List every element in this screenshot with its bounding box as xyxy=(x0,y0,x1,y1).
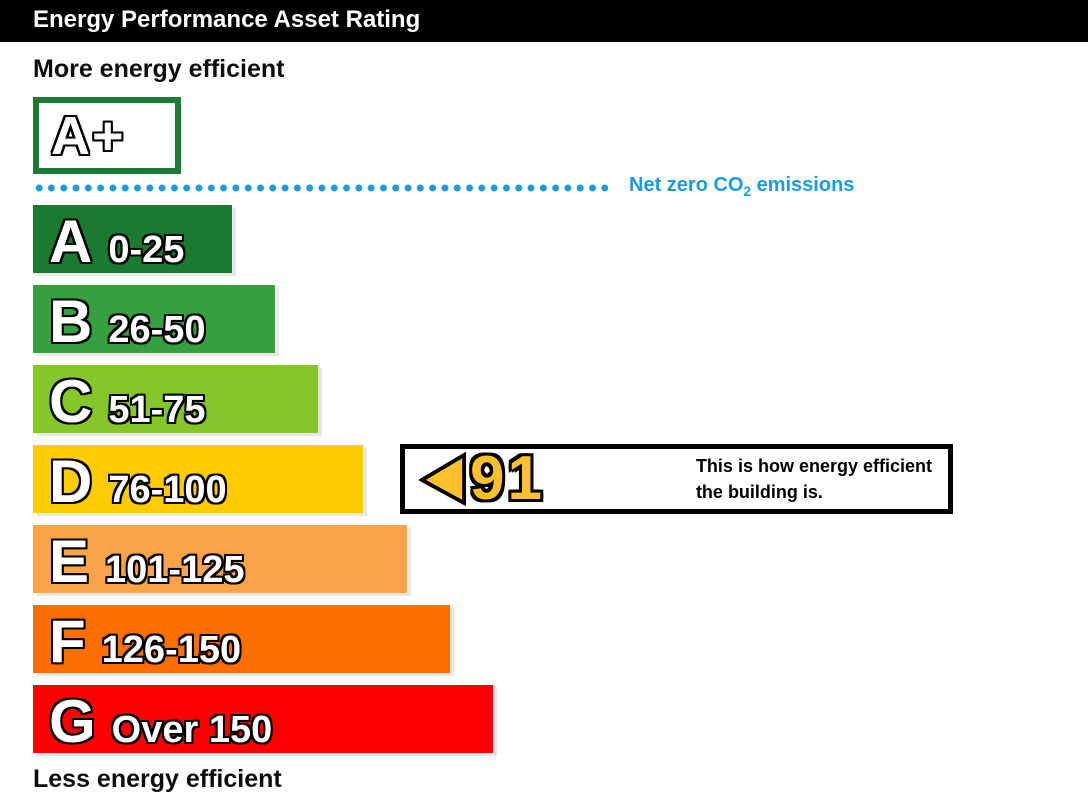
netzero-dotted-line xyxy=(33,183,611,193)
rating-value: 91 xyxy=(470,444,545,513)
rating-bands: A 0-25 B 26-50 C 51-75 D 76-100 E 101-12… xyxy=(33,205,493,765)
netzero-text-pre: Net zero CO xyxy=(629,173,744,196)
band-range-label: 76-100 xyxy=(108,469,227,511)
rating-indicator-box: 91 This is how energy efficient the buil… xyxy=(400,444,953,514)
rating-band-d: D 76-100 xyxy=(33,445,363,513)
band-range-label: 126-150 xyxy=(101,629,242,671)
band-letter-label: F xyxy=(49,608,86,675)
aplus-band: A+ xyxy=(33,97,181,174)
rating-band-e: E 101-125 xyxy=(33,525,407,593)
band-range-label: 0-25 xyxy=(108,229,185,271)
band-letter-label: C xyxy=(49,368,93,435)
band-range-label: 26-50 xyxy=(108,309,206,351)
band-letter-label: A xyxy=(49,208,93,275)
band-letter-label: D xyxy=(49,448,93,515)
title-bar: Energy Performance Asset Rating xyxy=(0,0,1088,42)
indicator-description-line1: This is how energy efficient xyxy=(695,456,932,476)
netzero-text-post: emissions xyxy=(751,173,855,196)
more-efficient-label: More energy efficient xyxy=(33,55,285,83)
rating-band-b: B 26-50 xyxy=(33,285,275,353)
rating-band-f: F 126-150 xyxy=(33,605,450,673)
left-arrow-icon xyxy=(419,451,467,507)
netzero-label: Net zero CO2 emissions xyxy=(629,173,854,204)
rating-band-g: G Over 150 xyxy=(33,685,493,753)
page-title: Energy Performance Asset Rating xyxy=(33,6,421,33)
rating-band-a: A 0-25 xyxy=(33,205,232,273)
rating-band-c: C 51-75 xyxy=(33,365,318,433)
indicator-description-line2: the building is. xyxy=(695,482,823,502)
band-letter-label: E xyxy=(49,528,90,595)
band-letter-label: B xyxy=(49,288,93,355)
band-range-label: 51-75 xyxy=(108,389,206,431)
band-letter-label: G xyxy=(49,688,96,755)
less-efficient-label: Less energy efficient xyxy=(33,765,282,793)
netzero-row: Net zero CO2 emissions xyxy=(33,174,854,200)
band-range-label: 101-125 xyxy=(105,549,245,591)
indicator-description: This is how energy efficient the buildin… xyxy=(696,453,932,505)
aplus-label: A+ xyxy=(51,105,126,166)
netzero-subscript: 2 xyxy=(743,183,752,199)
band-range-label: Over 150 xyxy=(111,709,273,751)
